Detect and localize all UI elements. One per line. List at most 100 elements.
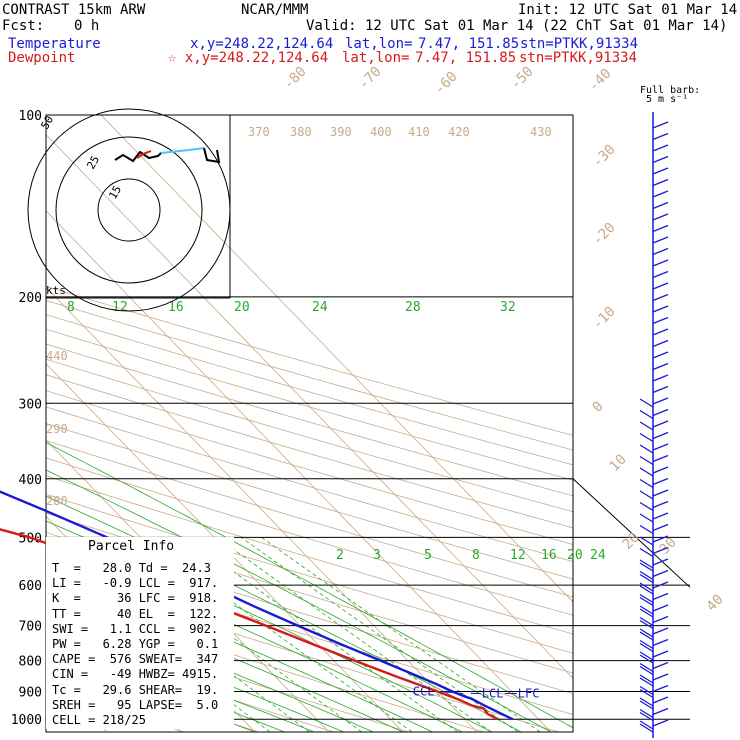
theta-label: 390 [330,125,352,139]
moist-adiabat-line [46,495,522,732]
theta-label: 430 [530,125,552,139]
isotherm-label: -30 [590,142,619,171]
wind-barb [652,190,669,198]
model-title: CONTRAST 15km ARW [2,2,146,18]
barb-flag [639,478,654,489]
barb-flag [652,431,669,440]
barb-legend-units: 5 m s⁻¹ [646,94,689,105]
dewpoint-xy: ☆ x,y=248.22,124.64 [168,50,329,66]
parcel-info-row: CIN = -49 HWBZ= 4915. [52,667,219,682]
barb-flag [652,190,669,198]
theta-label: 410 [408,125,430,139]
barb-flag [652,213,669,221]
moist-adiabat-line [46,614,344,732]
barb-flag [652,305,669,313]
barb-flag [652,569,669,578]
barb-flag [652,408,669,417]
wind-barb [639,581,669,595]
parcel-info-row: SREH = 95 LAPSE= 5.0 [52,697,219,712]
barb-flag [652,443,669,451]
ccl-label: CCL [413,684,435,698]
barb-flag [639,513,654,523]
barb-flag [639,596,654,607]
wind-barb [652,167,669,175]
isotherm-label: -60 [432,69,461,98]
dry-adiabat-line [46,493,573,654]
wind-barb [652,132,669,141]
barb-flag [639,570,654,581]
wind-barb [652,259,669,267]
barb-legend-title: Full barb: [640,85,701,96]
isotherm-label: 10 [607,452,630,475]
barb-flag [652,627,669,635]
mixing-ratio-label: 3 [373,548,381,563]
hodograph-ring-label: 50 [38,114,56,132]
barb-flag [639,665,654,676]
wind-barb [639,696,669,710]
barb-panel-edge [572,478,691,588]
wind-barb [652,305,669,313]
barb-flag [639,677,654,687]
dewpoint-latlon-label: lat,lon= [342,50,410,66]
wind-barb [652,224,669,233]
barb-flag [652,604,669,612]
barb-flag [639,628,654,638]
temperature-latlon-value: 7.47, 151.85 [418,36,520,52]
wind-barb [652,328,669,336]
barb-flag [652,132,669,141]
dewpoint-profile [0,528,499,721]
parcel-info-row: K = 36 LFC = 918. [52,591,219,606]
isotherm-label: 30 [657,535,680,558]
temperature-latlon-label: lat,lon= [345,36,413,52]
barb-flag [639,697,654,707]
barb-flag [639,524,654,535]
barb-flag [652,719,669,727]
theta-label: 380 [290,125,312,139]
barb-flag [652,684,669,693]
parcel-info-row: SWI = 1.1 CCL = 902. [52,621,219,636]
wind-barb [652,374,669,382]
barb-flag [639,662,654,673]
barb-flag [639,605,654,615]
wind-barb [652,201,669,210]
moist-adiabat-label: 16 [168,300,184,315]
wind-barb [652,155,669,164]
mixing-ratio-label: 20 [567,548,583,563]
barb-flag [652,696,669,704]
isotherm-line [46,210,552,732]
parcel-info-panel: Parcel Info T = 28.0 Td = 24.3 LI = -0.9 … [46,537,234,729]
moist-adiabat-label: 32 [500,300,516,315]
isotherm-label: -10 [590,304,619,333]
temperature-xy: x,y=248.22,124.64 [190,36,334,52]
wind-barb [639,673,669,687]
barb-flag [639,593,654,604]
mixing-ratio-line [185,536,459,732]
pressure-tick-label: 800 [19,655,42,670]
barb-flag [639,585,654,595]
barb-flag [639,547,654,558]
isotherm-line [46,286,478,732]
wind-barb [652,236,669,244]
barb-flag [652,293,669,302]
barb-flag [639,444,654,454]
barb-flag [652,535,669,543]
wind-barb [652,178,669,187]
isotherm-label: -40 [586,66,615,95]
isotherm-label: -80 [281,64,310,93]
wind-barbs [639,112,669,738]
dewpoint-legend: Dewpoint [8,50,76,66]
lfc-label: LFC [518,686,540,700]
pressure-tick-label: 300 [19,397,42,412]
isotherm-line [100,115,573,603]
theta-label: 440 [46,349,68,363]
temperature-legend: Temperature [8,36,101,52]
barb-flag [639,608,654,618]
dry-adiabat-line [46,457,573,616]
barb-flag [652,420,669,428]
barb-flag [652,454,669,463]
barb-flag [639,708,654,719]
wind-barb [639,569,669,584]
barb-flag [639,688,654,699]
